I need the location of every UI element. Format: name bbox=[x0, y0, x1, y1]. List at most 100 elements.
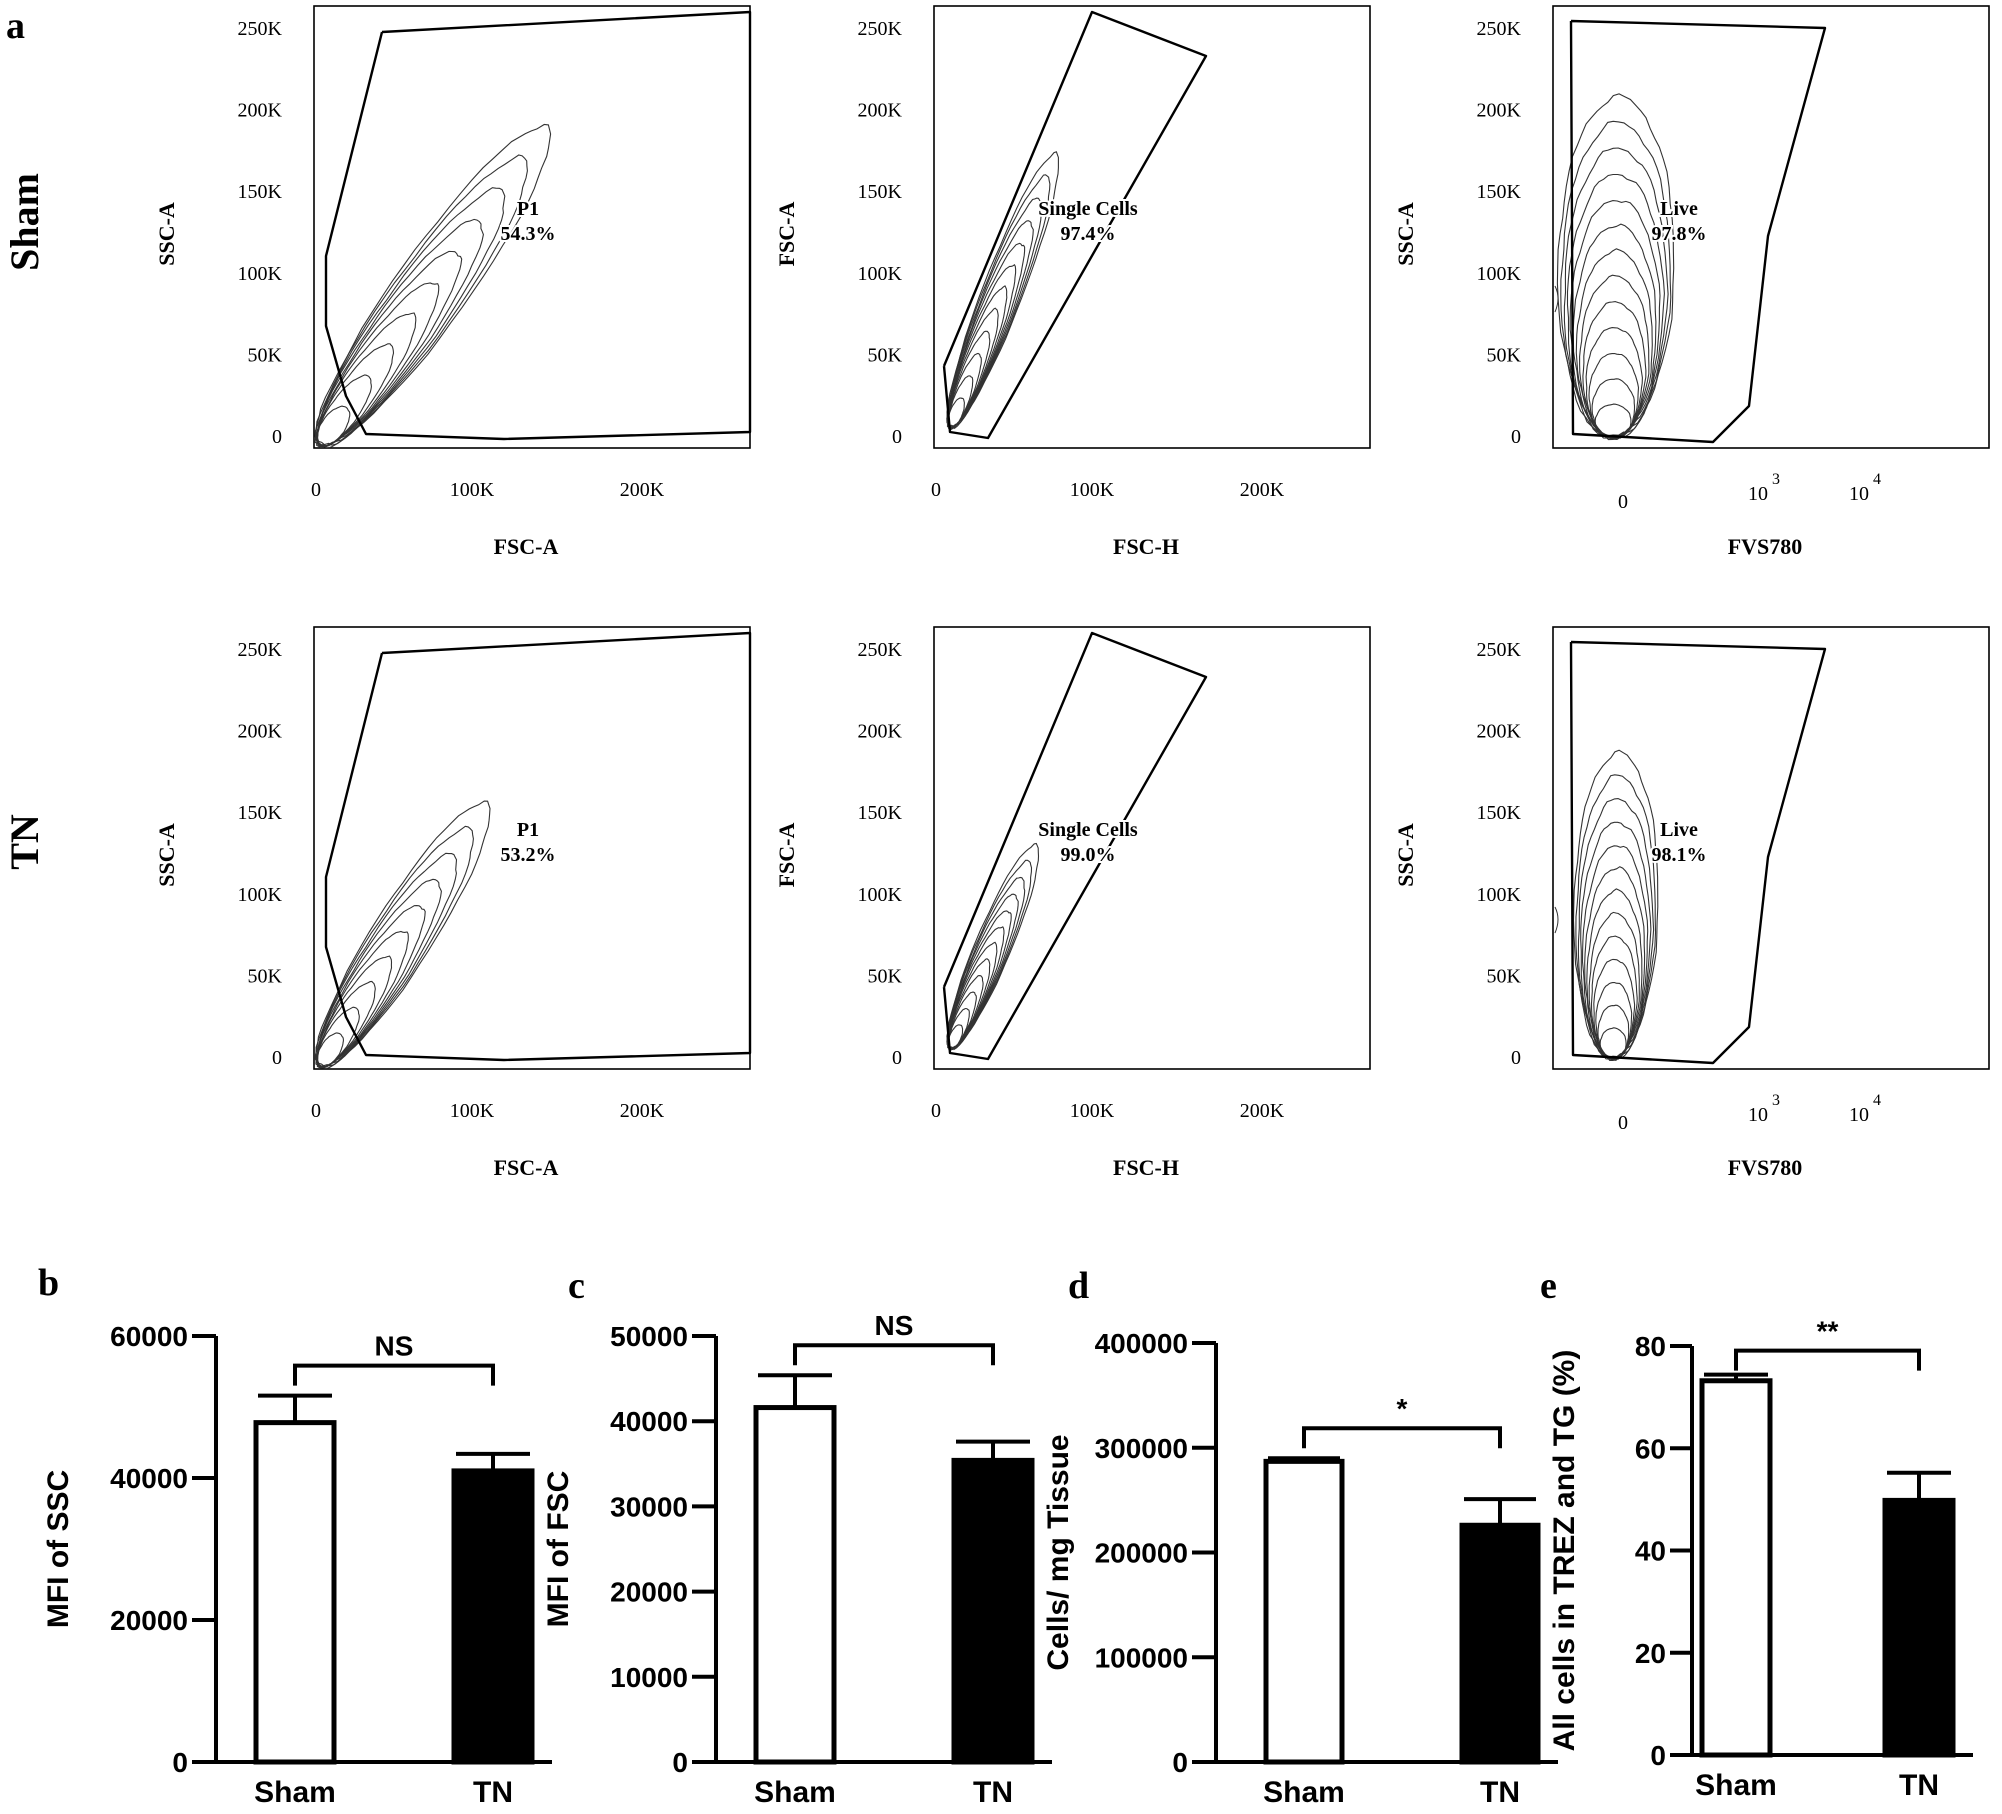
y-tick-label: 0 bbox=[1511, 1047, 1521, 1069]
x-tick-label: 0 bbox=[1618, 491, 1628, 513]
y-axis-title: All cells in TREZ and TG (%) bbox=[1548, 1350, 1581, 1752]
y-tick-label: 100K bbox=[858, 884, 903, 906]
y-axis-title: FSC-A bbox=[774, 823, 799, 888]
density-contour bbox=[1572, 223, 1657, 440]
panel-letter-b: b bbox=[38, 1262, 59, 1304]
x-tick-label: 10 bbox=[1748, 1104, 1768, 1126]
density-contour bbox=[947, 285, 1008, 430]
y-axis-title: FSC-A bbox=[774, 202, 799, 267]
x-tick-label: 0 bbox=[931, 1100, 941, 1122]
x-tick-label: 200K bbox=[1240, 1100, 1285, 1122]
y-tick-label: 150K bbox=[1477, 802, 1522, 824]
y-tick-label: 150K bbox=[238, 181, 283, 203]
y-tick-label: 40000 bbox=[110, 1463, 188, 1494]
y-tick-label: 250K bbox=[1477, 18, 1522, 40]
density-contour bbox=[1556, 93, 1675, 438]
density-contour bbox=[1594, 403, 1632, 439]
y-tick-label: 250K bbox=[858, 639, 903, 661]
density-contour bbox=[1584, 866, 1646, 1061]
y-tick-label: 200K bbox=[858, 100, 903, 122]
y-tick-label: 0 bbox=[1511, 426, 1521, 448]
y-tick-label: 200K bbox=[238, 100, 283, 122]
y-tick-label: 50K bbox=[1487, 965, 1522, 987]
density-contour bbox=[316, 1032, 344, 1068]
panel-letter-a: a bbox=[6, 5, 25, 47]
x-tick-label: 0 bbox=[311, 1100, 321, 1122]
x-axis-title: FSC-A bbox=[494, 534, 559, 559]
density-contour bbox=[1599, 1027, 1627, 1060]
plot-frame bbox=[933, 5, 1371, 449]
y-tick-label: 20000 bbox=[110, 1605, 188, 1636]
flow-panel-0-1: 250K 200K 150K 100K 50K 0 0 100K 200K FSC-H FSC-A S… bbox=[774, 5, 1371, 559]
bar-tn bbox=[1459, 1522, 1541, 1765]
panel-letter-c: c bbox=[568, 1265, 585, 1307]
y-tick-label: 150K bbox=[238, 802, 283, 824]
gate-name: Single Cells bbox=[1038, 819, 1138, 841]
density-contour bbox=[1591, 378, 1636, 440]
y-tick-label: 300000 bbox=[1095, 1433, 1188, 1464]
gate-percent: 97.8% bbox=[1652, 223, 1707, 245]
y-tick-label: 50K bbox=[248, 965, 283, 987]
gate-polygon bbox=[324, 10, 752, 441]
bar-sham bbox=[253, 1420, 337, 1765]
y-tick-label: 0 bbox=[272, 1047, 282, 1069]
bar-sham bbox=[753, 1405, 837, 1765]
density-contour bbox=[316, 955, 393, 1069]
density-contour bbox=[315, 123, 552, 448]
bar-tn bbox=[1882, 1497, 1956, 1758]
bar-sham bbox=[1263, 1458, 1345, 1765]
significance-bracket bbox=[793, 1343, 995, 1366]
gate-label: P1 53.2% bbox=[499, 817, 558, 868]
y-tick-label: 0 bbox=[892, 426, 902, 448]
bar-chart-d: 0 100000 200000 300000 400000 Cells/ mg Tissu… bbox=[1042, 1328, 1558, 1809]
gate-label: P1 54.3% bbox=[499, 196, 558, 247]
y-tick-label: 0 bbox=[172, 1747, 188, 1778]
y-tick-label: 250K bbox=[1477, 639, 1522, 661]
x-tick-label: 100K bbox=[1070, 479, 1115, 501]
x-tick-label: 100K bbox=[450, 1100, 495, 1122]
bar-chart-e: 0 20 40 60 80 All cells in TREZ and TG (%) Sha… bbox=[1548, 1316, 1973, 1802]
y-tick-label: 60 bbox=[1635, 1433, 1666, 1464]
y-tick-label: 100K bbox=[1477, 263, 1522, 285]
y-tick-label: 100K bbox=[858, 263, 903, 285]
row-label-tn: TN bbox=[2, 814, 47, 870]
gate-polygon bbox=[324, 631, 752, 1062]
panel-letter-e: e bbox=[1540, 1265, 1557, 1307]
y-tick-label: 250K bbox=[238, 639, 283, 661]
x-tick-label: 0 bbox=[311, 479, 321, 501]
density-contour bbox=[946, 842, 1040, 1051]
y-tick-label: 200K bbox=[1477, 721, 1522, 743]
density-contour bbox=[316, 312, 417, 448]
density-contour bbox=[1597, 1004, 1630, 1061]
significance-label: NS bbox=[875, 1310, 914, 1341]
contour-group bbox=[1554, 93, 1675, 441]
row-label-sham: Sham bbox=[2, 173, 47, 271]
x-tick-label: 10 bbox=[1748, 483, 1768, 505]
y-tick-label: 250K bbox=[858, 18, 903, 40]
y-tick-label: 50K bbox=[248, 344, 283, 366]
y-axis-title: MFI of FSC bbox=[542, 1471, 575, 1628]
y-tick-label: 50000 bbox=[610, 1321, 688, 1352]
gate-name: Live bbox=[1660, 819, 1698, 841]
y-tick-label: 50K bbox=[1487, 344, 1522, 366]
significance-bracket bbox=[293, 1363, 495, 1386]
x-tick-label: TN bbox=[973, 1776, 1013, 1809]
x-tick-label: Sham bbox=[254, 1776, 336, 1809]
y-axis-title: SSC-A bbox=[1393, 202, 1418, 266]
x-tick-exponent: 3 bbox=[1772, 471, 1780, 488]
y-axis-title: MFI of SSC bbox=[42, 1470, 75, 1628]
x-tick-label: 0 bbox=[1618, 1112, 1628, 1134]
y-axis-title: SSC-A bbox=[154, 202, 179, 266]
bar-tn bbox=[951, 1457, 1035, 1765]
gate-label: Live 98.1% bbox=[1650, 817, 1709, 868]
gate-label: Single Cells 97.4% bbox=[1036, 196, 1140, 247]
x-axis-title: FVS780 bbox=[1728, 534, 1803, 559]
density-contour bbox=[947, 941, 998, 1051]
significance-bracket bbox=[1302, 1426, 1502, 1449]
x-tick-label: Sham bbox=[754, 1776, 836, 1809]
contour-group bbox=[1554, 749, 1659, 1062]
gate-label: Live 97.8% bbox=[1650, 196, 1709, 247]
plot-frame bbox=[313, 5, 751, 449]
contour-group bbox=[314, 123, 552, 448]
